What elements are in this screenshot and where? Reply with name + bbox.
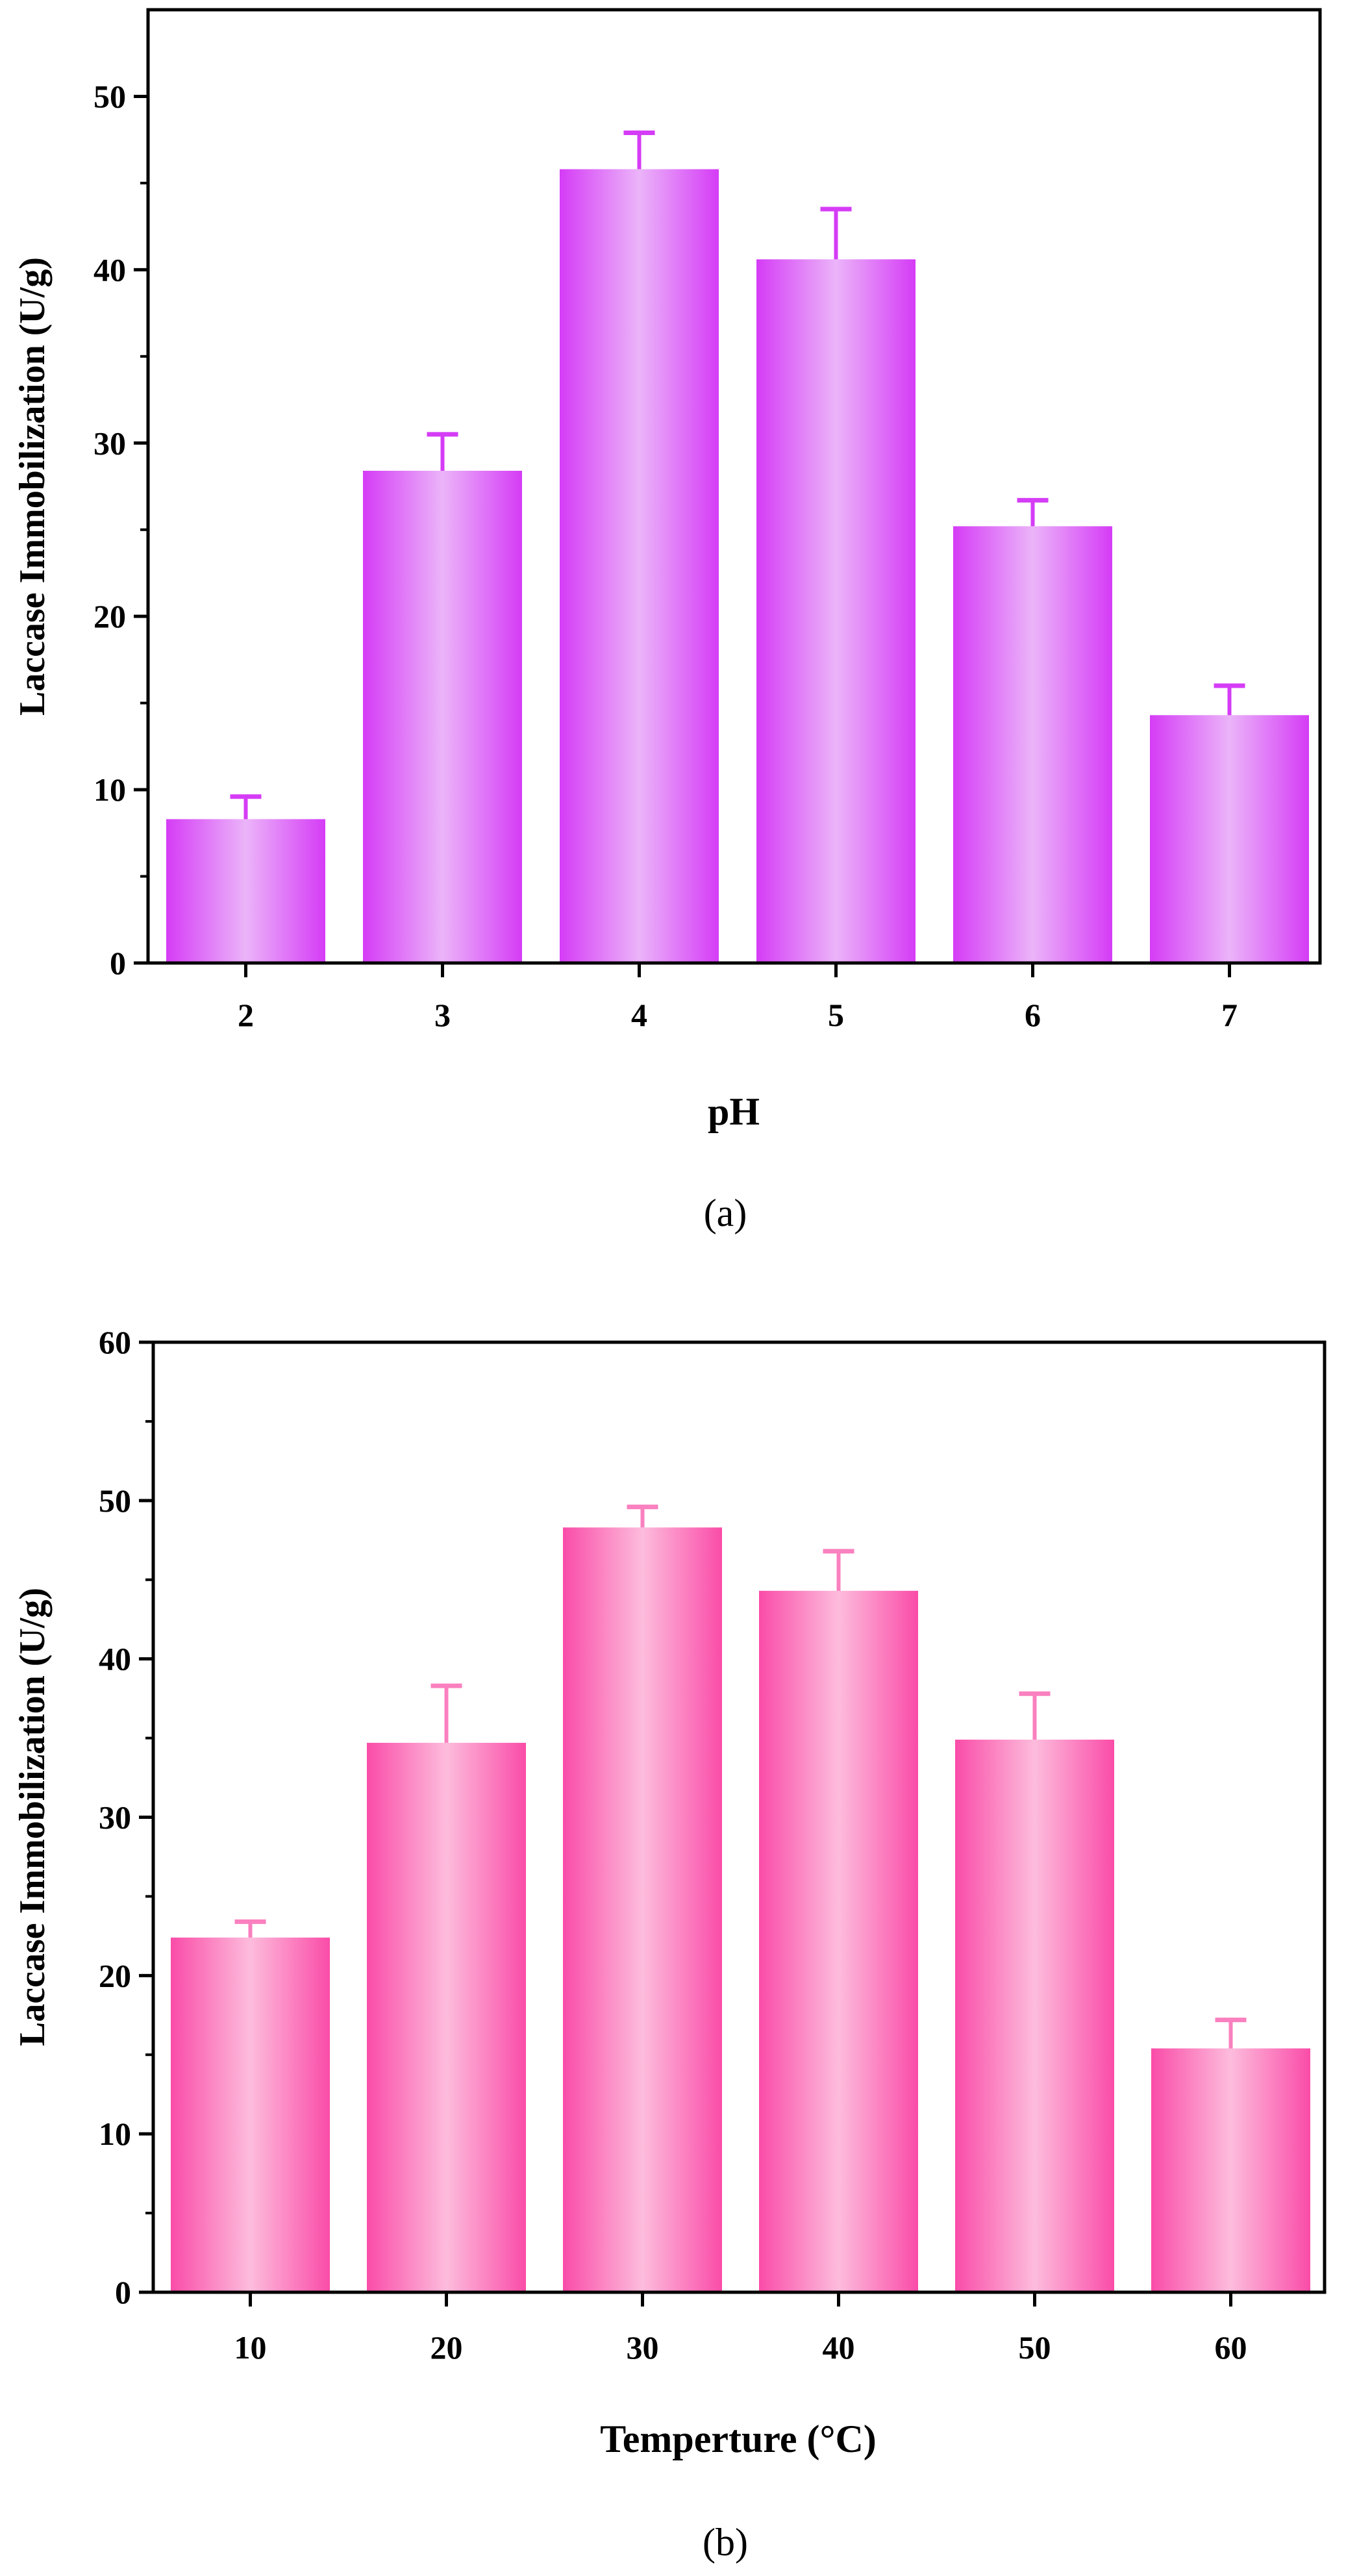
bar xyxy=(1150,715,1309,962)
y-tick-label: 10 xyxy=(99,2116,131,2152)
bar xyxy=(367,1742,526,2291)
y-tick-label: 20 xyxy=(93,598,126,634)
bar-series xyxy=(166,131,1309,962)
bar xyxy=(759,1590,918,2291)
y-tick-label: 10 xyxy=(93,771,126,808)
panel-label-a: (a) xyxy=(704,1192,747,1234)
y-axis-label: Laccase Immobilization (U/g) xyxy=(12,1588,53,2046)
plot-frame xyxy=(146,8,1322,965)
x-tick-label: 30 xyxy=(627,2329,659,2366)
chart-panel-b: 0 10 20 30 40 50 60 10 20 30 40 50 60 Laccase Immob… xyxy=(12,1324,1327,2564)
bar xyxy=(363,470,522,962)
bar xyxy=(955,1740,1114,2291)
x-tick-label: 10 xyxy=(234,2329,267,2366)
x-tick-label: 40 xyxy=(823,2329,855,2366)
bar xyxy=(166,819,325,962)
chart-panel-a: 0 10 20 30 40 50 2 3 4 5 6 7 Laccase Immobilizatio… xyxy=(12,8,1322,1234)
y-tick-label: 50 xyxy=(93,78,126,114)
x-axis-label: Temperture (°C) xyxy=(600,2418,877,2460)
y-tick-label: 60 xyxy=(99,1324,131,1360)
bar-series xyxy=(171,1505,1310,2291)
y-tick-label: 0 xyxy=(110,945,126,981)
y-tick-label: 30 xyxy=(93,425,126,461)
bar xyxy=(171,1937,330,2291)
x-tick-label: 60 xyxy=(1215,2329,1247,2366)
x-tick-label: 2 xyxy=(238,997,254,1033)
y-tick-label: 30 xyxy=(99,1799,131,1836)
x-tick-label: 4 xyxy=(631,997,647,1033)
x-tick-label: 3 xyxy=(434,997,451,1033)
y-tick-label: 20 xyxy=(99,1957,131,1994)
y-tick-label: 50 xyxy=(99,1482,131,1519)
x-tick-label: 7 xyxy=(1221,997,1238,1033)
y-tick-label: 40 xyxy=(99,1641,131,1677)
panel-label-b: (b) xyxy=(703,2521,748,2564)
bar xyxy=(563,1527,722,2291)
x-axis: 2 3 4 5 6 7 xyxy=(238,963,1238,1033)
bar xyxy=(1151,2048,1310,2291)
bar xyxy=(953,526,1112,962)
x-tick-label: 5 xyxy=(828,997,844,1033)
y-axis: 0 10 20 30 40 50 xyxy=(93,78,148,981)
bar xyxy=(756,259,916,962)
x-axis: 10 20 30 40 50 60 xyxy=(234,2292,1247,2366)
bar xyxy=(560,169,719,962)
y-tick-label: 0 xyxy=(115,2274,131,2310)
x-tick-label: 6 xyxy=(1025,997,1041,1033)
y-axis-label: Laccase Immobilization (U/g) xyxy=(12,257,53,716)
y-axis: 0 10 20 30 40 50 60 xyxy=(99,1324,153,2310)
y-tick-label: 40 xyxy=(93,251,126,288)
x-tick-label: 50 xyxy=(1019,2329,1051,2366)
x-tick-label: 20 xyxy=(430,2329,463,2366)
x-axis-label: pH xyxy=(708,1090,760,1133)
